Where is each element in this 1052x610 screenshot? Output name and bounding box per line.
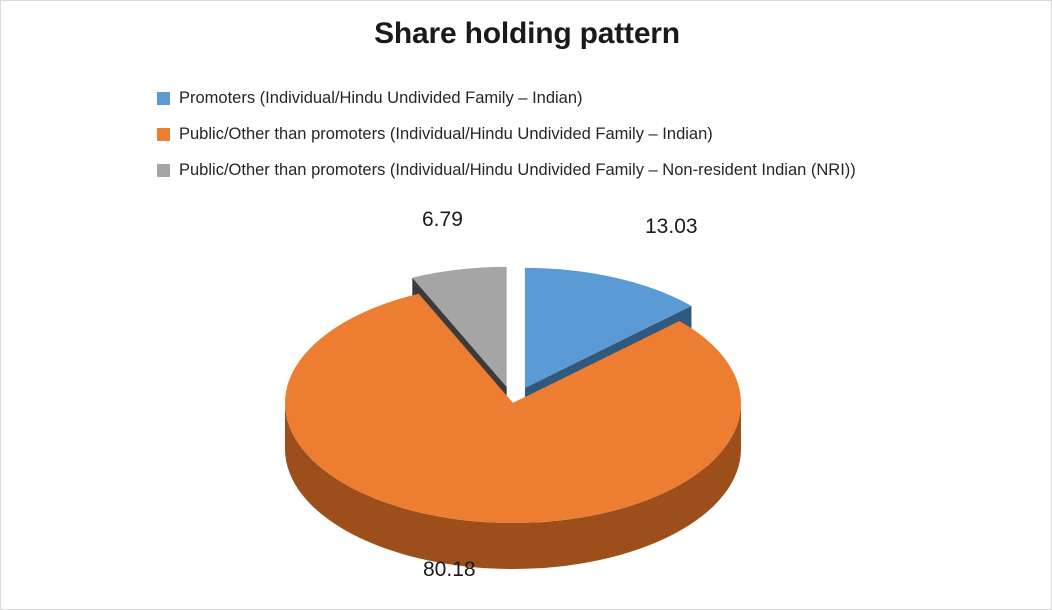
- data-label-slice-promoters: 13.03: [645, 215, 698, 238]
- legend-swatch-icon: [157, 91, 170, 105]
- legend-item[interactable]: Promoters (Individual/Hindu Undivided Fa…: [157, 85, 997, 111]
- chart-legend: Promoters (Individual/Hindu Undivided Fa…: [157, 85, 997, 193]
- pie-chart-graphic: [285, 266, 742, 569]
- pie-slice[interactable]: [285, 293, 742, 569]
- legend-swatch-icon: [157, 163, 170, 177]
- chart-title: Share holding pattern: [374, 17, 680, 50]
- legend-item[interactable]: Public/Other than promoters (Individual/…: [157, 157, 997, 183]
- legend-item-label: Promoters (Individual/Hindu Undivided Fa…: [179, 88, 583, 107]
- data-label-slice-public: 80.18: [423, 558, 476, 581]
- legend-swatch-icon: [157, 127, 170, 141]
- data-label-slice-nri: 6.79: [422, 208, 463, 231]
- legend-item-label: Public/Other than promoters (Individual/…: [179, 160, 856, 179]
- legend-item-label: Public/Other than promoters (Individual/…: [179, 124, 713, 143]
- legend-item[interactable]: Public/Other than promoters (Individual/…: [157, 121, 997, 147]
